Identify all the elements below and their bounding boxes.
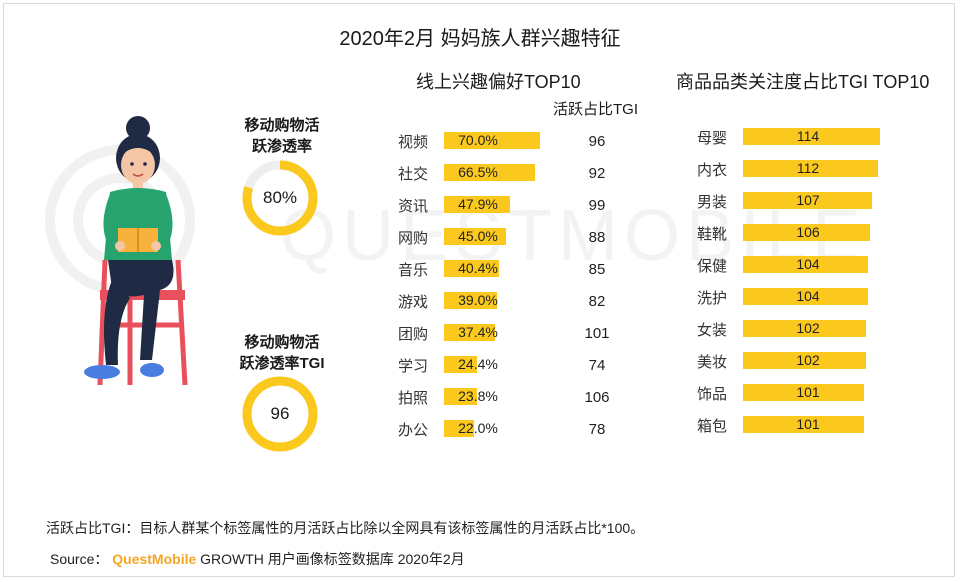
interest-tgi-value: 78 <box>588 421 606 438</box>
interest-tgi-value: 92 <box>588 165 606 182</box>
ring1-label-line2: 跃渗透率 <box>251 138 312 155</box>
goods-bar-value-label: 106 <box>796 224 820 240</box>
interest-tgi-value: 88 <box>588 229 606 246</box>
interest-tgi-value: 101 <box>584 325 610 342</box>
interest-bar <box>444 132 540 149</box>
ring1-value: 80% <box>262 188 298 207</box>
interest-category-label: 团购 <box>398 326 429 343</box>
interest-bar-value-label: 23.8% <box>458 388 498 404</box>
interest-tgi-value: 85 <box>588 261 606 278</box>
goods-bar-value-label: 112 <box>796 160 820 176</box>
interest-bar <box>444 260 500 277</box>
source-suffix: GROWTH 用户画像标签数据库 2020年2月 <box>200 551 465 567</box>
interest-bar-value-label: 22.0% <box>458 420 498 436</box>
goods-bar <box>743 224 871 241</box>
interest-category-label: 音乐 <box>398 262 429 279</box>
interest-tgi-value: 99 <box>588 197 606 214</box>
source-brand: QuestMobile <box>112 551 197 567</box>
interest-category-label: 视频 <box>398 134 429 151</box>
footnote: 活跃占比TGI：目标人群某个标签属性的月活跃占比除以全网具有该标签属性的月活跃占… <box>46 520 645 536</box>
ring2-label-line2: 跃渗透率TGI <box>239 355 325 372</box>
interest-bar <box>444 420 475 437</box>
interest-bar-value-label: 24.4% <box>458 356 498 372</box>
goods-bar-value-label: 114 <box>796 128 820 144</box>
goods-category-label: 饰品 <box>697 386 728 403</box>
goods-category-label: 女装 <box>697 322 728 339</box>
interest-chart-title: 线上兴趣偏好TOP10 <box>416 72 581 92</box>
interest-bar-value-label: 66.5% <box>458 164 498 180</box>
ring1-label-line1: 移动购物活 <box>244 117 320 134</box>
interest-tgi-value: 96 <box>588 133 606 150</box>
ring1-donut: 80% <box>240 158 320 238</box>
interest-bar <box>444 196 510 213</box>
goods-bar <box>743 128 880 145</box>
goods-bar <box>743 416 865 433</box>
goods-category-label: 内衣 <box>697 162 728 179</box>
mother-reading-illustration <box>84 116 188 386</box>
interest-bar <box>444 324 496 341</box>
goods-bar <box>743 192 872 209</box>
interest-bar <box>444 164 536 181</box>
ring1-label: 移动购物活 跃渗透率 <box>212 115 352 157</box>
interest-bar-value-label: 39.0% <box>458 292 498 308</box>
ring2-value: 96 <box>270 404 290 423</box>
goods-bar-value-label: 101 <box>796 416 820 432</box>
interest-bar-value-label: 70.0% <box>458 132 498 148</box>
interest-category-label: 办公 <box>398 422 429 439</box>
goods-bar <box>743 320 866 337</box>
interest-bar-value-label: 47.9% <box>458 196 498 212</box>
goods-bar <box>743 256 868 273</box>
tgi-column-header: 活跃占比TGI <box>553 101 638 118</box>
goods-bar-value-label: 102 <box>796 320 820 336</box>
goods-category-label: 箱包 <box>697 418 728 435</box>
goods-category-label: 鞋靴 <box>697 226 728 243</box>
interest-category-label: 学习 <box>398 358 429 375</box>
source-line: Source： QuestMobile GROWTH 用户画像标签数据库 202… <box>50 549 465 569</box>
goods-bar <box>743 288 868 305</box>
interest-category-label: 游戏 <box>398 294 429 311</box>
category-chart-title: 商品品类关注度占比TGI TOP10 <box>676 72 930 92</box>
goods-bar-value-label: 102 <box>796 352 820 368</box>
ring2-label: 移动购物活 跃渗透率TGI <box>212 332 352 374</box>
goods-bar <box>743 352 866 369</box>
interest-bar-value-label: 37.4% <box>458 324 498 340</box>
interest-tgi-value: 82 <box>588 293 606 310</box>
interest-bar-value-label: 40.4% <box>458 260 498 276</box>
source-prefix: Source： <box>50 551 109 567</box>
interest-category-label: 拍照 <box>398 390 429 407</box>
ring1-arc <box>242 160 318 236</box>
chart-title: 2020年2月 妈妈族人群兴趣特征 <box>339 28 621 50</box>
ring2-arc <box>242 376 318 452</box>
interest-tgi-value: 106 <box>584 389 610 406</box>
goods-bar <box>743 160 878 177</box>
chart-frame <box>3 3 955 577</box>
interest-bar <box>444 388 477 405</box>
interest-bar-value-label: 45.0% <box>458 228 498 244</box>
goods-category-label: 保健 <box>697 258 728 275</box>
goods-category-label: 男装 <box>697 194 728 211</box>
interest-bar <box>444 356 478 373</box>
goods-bar-value-label: 104 <box>796 288 820 304</box>
ring2-label-line1: 移动购物活 <box>244 334 320 351</box>
goods-bar-value-label: 107 <box>796 192 820 208</box>
interest-category-label: 网购 <box>398 230 429 247</box>
interest-category-label: 社交 <box>398 166 429 183</box>
goods-bar <box>743 384 865 401</box>
interest-category-label: 资讯 <box>398 198 429 215</box>
interest-bar <box>444 292 498 309</box>
goods-bar-value-label: 101 <box>796 384 820 400</box>
goods-category-label: 母婴 <box>697 130 728 147</box>
ring2-donut: 96 <box>240 374 320 454</box>
interest-bar <box>444 228 506 245</box>
goods-category-label: 美妆 <box>697 354 728 371</box>
goods-bar-value-label: 104 <box>796 256 820 272</box>
goods-category-label: 洗护 <box>697 290 728 307</box>
interest-tgi-value: 74 <box>588 357 606 374</box>
